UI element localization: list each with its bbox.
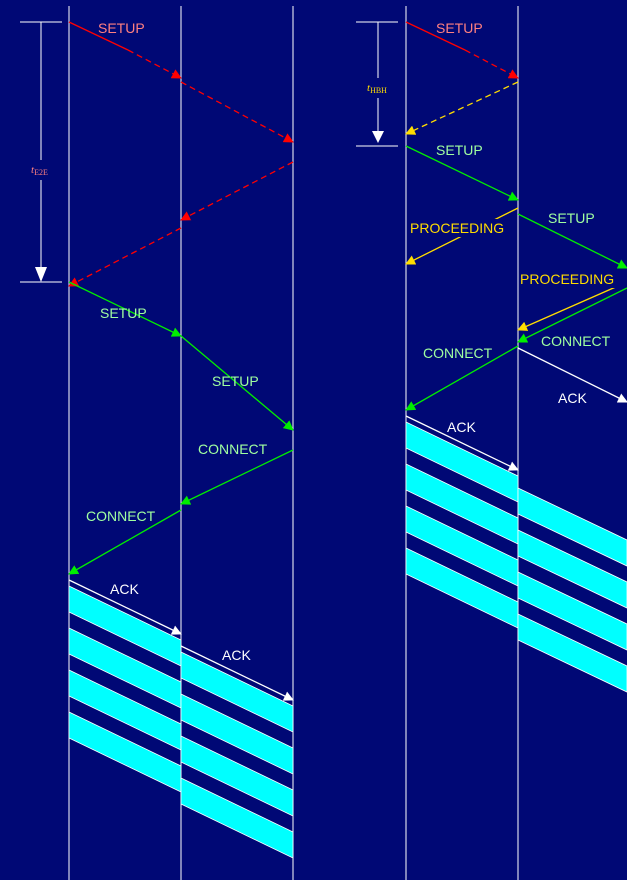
left-data-band xyxy=(180,693,294,775)
left-connect-arrow-2 xyxy=(68,509,182,575)
right-connect-arrow-2 xyxy=(405,345,519,411)
right-diagram: tHBH SETUP SETUP SETUP PROCEEDING PROCEE… xyxy=(356,6,627,880)
right-hop-ack-arrow xyxy=(405,81,519,135)
right-data-band xyxy=(517,571,627,651)
right-setup-arrow-1 xyxy=(405,21,466,51)
right-timer: tHBH xyxy=(356,21,398,147)
left-setup-1-label: SETUP xyxy=(100,305,147,321)
right-connect-2-label: CONNECT xyxy=(423,345,493,361)
left-data-band xyxy=(180,651,294,733)
right-data-band xyxy=(517,613,627,693)
right-data-band xyxy=(517,529,627,609)
left-ack-arrow-1 xyxy=(68,579,182,635)
left-setup-initial-label: SETUP xyxy=(98,20,145,36)
right-setup-arrow-2 xyxy=(405,145,519,201)
right-ack-arrow-1 xyxy=(517,347,627,403)
right-data-bands xyxy=(405,421,627,693)
right-ack-arrow-2 xyxy=(405,415,519,471)
left-ack-2-label: ACK xyxy=(222,647,251,663)
left-setup-arrow-4 xyxy=(180,335,294,431)
right-setup-arrow-1b xyxy=(464,49,519,79)
left-timer: tE2E xyxy=(20,21,62,283)
left-connect-arrow-1 xyxy=(180,449,294,505)
left-timer-label: tE2E xyxy=(31,164,48,177)
right-setup-2-label: SETUP xyxy=(548,210,595,226)
right-ack-1-label: ACK xyxy=(558,390,587,406)
left-setup-arrow-1b xyxy=(127,49,182,79)
right-connect-arrow-1 xyxy=(517,287,627,343)
left-connect-2-label: CONNECT xyxy=(86,508,156,524)
left-data-bands xyxy=(68,585,294,859)
right-timer-label: tHBH xyxy=(367,82,387,95)
left-return-arrow-2 xyxy=(68,227,182,287)
left-connect-1-label: CONNECT xyxy=(198,441,268,457)
left-data-band xyxy=(180,735,294,817)
right-setup-1-label: SETUP xyxy=(436,142,483,158)
left-ack-arrow-2 xyxy=(180,645,294,701)
right-data-band xyxy=(517,487,627,567)
left-setup-2-label: SETUP xyxy=(212,373,259,389)
right-proceeding-1-label: PROCEEDING xyxy=(410,220,504,236)
right-setup-arrow-3 xyxy=(517,213,627,269)
right-connect-1-label: CONNECT xyxy=(541,333,611,349)
right-proceeding-arrow-2 xyxy=(517,281,627,331)
right-setup-initial-label: SETUP xyxy=(436,20,483,36)
left-data-band xyxy=(180,777,294,859)
right-ack-2-label: ACK xyxy=(447,419,476,435)
left-setup-arrow-1 xyxy=(68,21,129,51)
left-return-arrow-1 xyxy=(180,161,294,221)
left-ack-1-label: ACK xyxy=(110,581,139,597)
right-proceeding-2-label: PROCEEDING xyxy=(520,271,614,287)
left-setup-arrow-3 xyxy=(68,281,182,337)
left-setup-arrow-2 xyxy=(180,81,294,143)
left-diagram: tE2E SETUP SETUP SETUP CONNECT CONNECT A… xyxy=(20,6,294,880)
